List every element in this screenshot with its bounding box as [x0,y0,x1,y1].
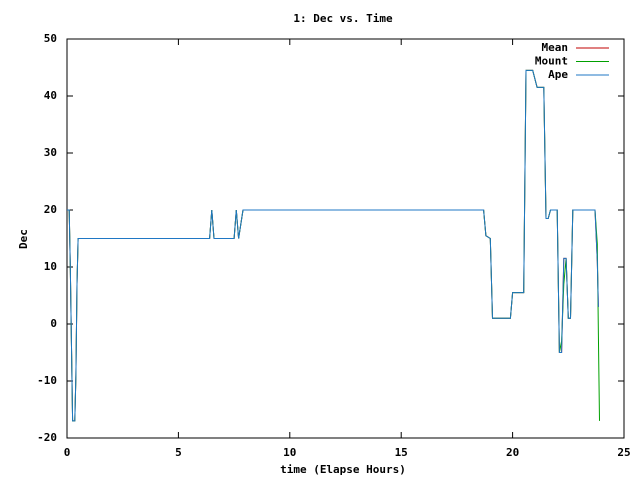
series-line [67,69,599,422]
y-tick-label: 30 [44,146,57,159]
y-axis-label: Dec [17,229,30,249]
x-tick-label: 25 [617,446,630,459]
x-tick-label: 5 [175,446,182,459]
x-tick-label: 20 [506,446,519,459]
legend-label: Ape [548,68,568,81]
y-tick-label: 20 [44,203,57,216]
legend-label: Mount [535,55,568,68]
y-tick-label: 50 [44,32,57,45]
legend-label: Mean [542,41,569,54]
series-line [67,69,600,422]
y-tick-label: -20 [37,431,57,444]
y-tick-label: 0 [50,317,57,330]
x-tick-label: 10 [283,446,296,459]
y-tick-label: -10 [37,374,57,387]
y-tick-label: 10 [44,260,57,273]
y-tick-label: 40 [44,89,57,102]
plot-frame [66,38,625,439]
chart-title: 1: Dec vs. Time [293,12,393,25]
x-axis-label: time (Elapse Hours) [280,463,406,476]
x-tick-label: 0 [64,446,71,459]
series-line [67,69,599,422]
x-tick-label: 15 [395,446,408,459]
